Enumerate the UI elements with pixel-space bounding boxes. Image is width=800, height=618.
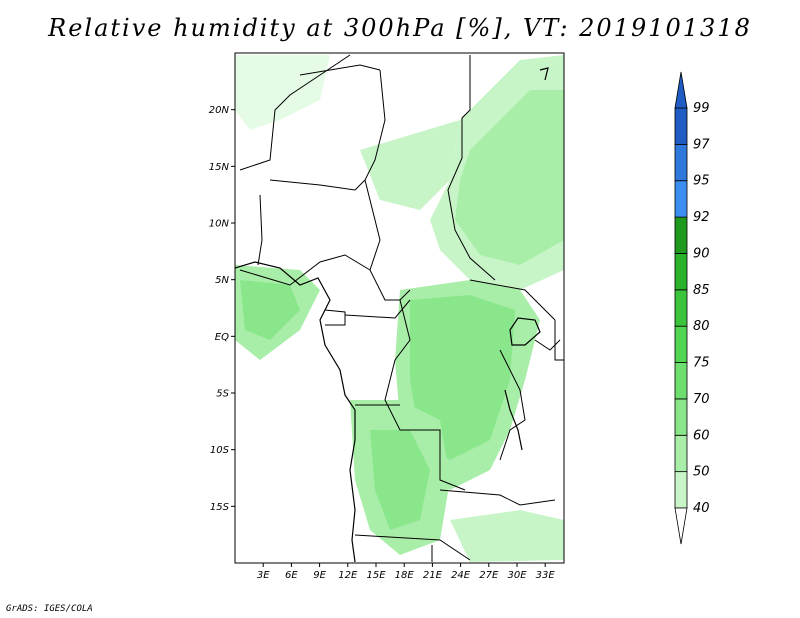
colorbar-label: 85: [693, 283, 710, 298]
colorbar-segment: [674, 289, 688, 327]
coastline: [235, 67, 549, 563]
colorbar-label: 50: [693, 465, 710, 480]
colorbar-label: 75: [693, 356, 710, 371]
colorbar: 40 50 60 70 75 80 85 90 92 95 97 99: [674, 71, 710, 545]
colorbar-segment: [674, 434, 688, 473]
lon-label: 18E: [395, 570, 415, 581]
grads-credit: GrADS: IGES/COLA: [6, 604, 93, 614]
lat-label: 10S: [210, 445, 230, 456]
colorbar-segment: [674, 143, 688, 182]
lon-label: 24E: [451, 570, 471, 581]
lon-label: 30E: [507, 570, 527, 581]
colorbar-segment: [674, 362, 688, 400]
colorbar-label: 99: [693, 101, 710, 116]
lon-label: 12E: [338, 570, 358, 581]
lat-label: 5S: [216, 389, 229, 400]
colorbar-segment: [674, 253, 688, 291]
colorbar-segment: [674, 471, 688, 509]
colorbar-label: 92: [693, 210, 710, 225]
lon-label: 21E: [423, 570, 443, 581]
colorbar-label: 90: [693, 246, 710, 261]
colorbar-segment: [674, 325, 688, 363]
lon-label: 15E: [366, 570, 386, 581]
colorbar-segment: [674, 107, 688, 145]
colorbar-segment: [674, 398, 688, 436]
lat-label: EQ: [215, 332, 229, 343]
lat-label: 15N: [209, 162, 230, 173]
latitude-axis: 20N 15N 10N 5N EQ 5S 10S 15S: [209, 105, 235, 513]
lat-label: 10N: [209, 219, 230, 230]
colorbar-label: 70: [693, 392, 710, 407]
lon-label: 6E: [285, 570, 298, 581]
map-title: Relative humidity at 300hPa [%], VT: 201…: [48, 14, 752, 42]
colorbar-high-arrow: [674, 71, 688, 109]
map-frame: [234, 52, 565, 564]
lon-label: 27E: [479, 570, 499, 581]
colorbar-label: 80: [693, 319, 710, 334]
colorbar-label: 40: [693, 501, 710, 516]
colorbar-low-arrow: [674, 507, 688, 545]
colorbar-segment: [674, 180, 688, 218]
lat-label: 5N: [215, 275, 229, 286]
lat-label: 20N: [209, 105, 230, 116]
lon-label: 33E: [536, 570, 556, 581]
lat-label: 15S: [210, 502, 230, 513]
humidity-field: [235, 55, 564, 562]
colorbar-label: 95: [693, 174, 710, 189]
colorbar-segment: [674, 216, 688, 254]
colorbar-label: 60: [693, 428, 710, 443]
lon-label: 9E: [313, 570, 326, 581]
lon-label: 3E: [257, 570, 270, 581]
longitude-axis: 3E 6E 9E 12E 15E 18E 21E 24E 27E 30E 33E: [257, 563, 556, 581]
colorbar-label: 97: [693, 137, 710, 152]
country-borders: [239, 54, 564, 562]
